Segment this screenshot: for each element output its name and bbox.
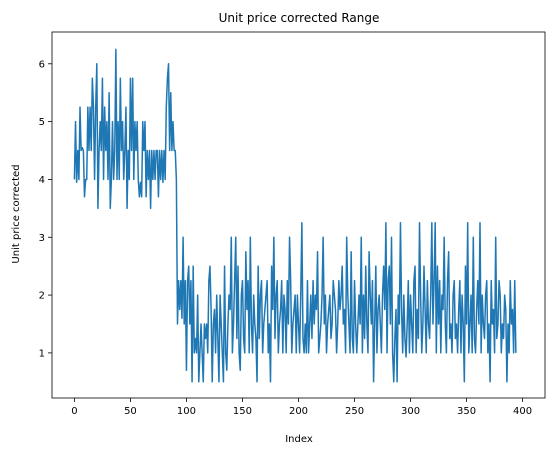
y-tick-label: 4 <box>39 175 45 186</box>
x-tick-label: 300 <box>401 406 420 417</box>
y-tick-label: 6 <box>39 59 45 70</box>
x-tick-label: 150 <box>233 406 252 417</box>
x-tick-label: 50 <box>124 406 137 417</box>
series-line <box>73 48 517 383</box>
chart-title: Unit price corrected Range <box>219 11 380 25</box>
x-tick-label: 0 <box>71 406 77 417</box>
y-tick-label: 1 <box>39 348 45 359</box>
x-tick-label: 200 <box>289 406 308 417</box>
x-tick-label: 100 <box>177 406 196 417</box>
x-tick-label: 250 <box>345 406 364 417</box>
y-tick-label: 3 <box>39 233 45 244</box>
x-tick-label: 400 <box>513 406 532 417</box>
y-tick-label: 2 <box>39 291 45 302</box>
plot-area: 0 50 100 150 200 250 300 350 400 1 2 3 4 5 6 <box>39 31 546 417</box>
x-axis-label: Index <box>285 434 313 445</box>
x-tick-label: 350 <box>457 406 476 417</box>
y-tick-label: 5 <box>39 117 45 128</box>
y-axis-label: Unit price corrected <box>11 164 22 263</box>
